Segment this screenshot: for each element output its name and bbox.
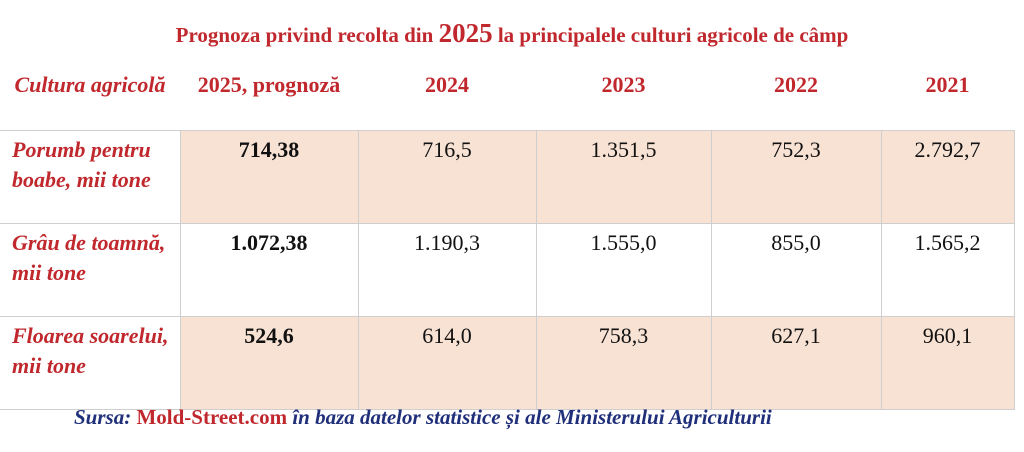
- value-cell: 1.555,0: [535, 223, 712, 317]
- title-text: Prognoza privind recolta din: [175, 23, 434, 47]
- header-cell: 2022: [774, 72, 818, 97]
- header-row: Cultura agricolă 2025, prognoză 2024 2023 20…: [0, 68, 1014, 131]
- value-cell: 1.072,38: [179, 223, 359, 317]
- source-text: în baza datelor statistice și ale Minist…: [292, 405, 772, 429]
- table-body: Porumb pentru boabe, mii tone 714,38 716,5…: [0, 130, 1015, 410]
- header-cell: 2025, prognoză: [197, 72, 341, 97]
- title: Prognoza privind recolta din 2025 la pri…: [0, 18, 1024, 49]
- header-cell: 2021: [925, 72, 970, 97]
- harvest-table: Cultura agricolă 2025, prognoză 2024 2023 20…: [0, 68, 1015, 410]
- table-row: Porumb pentru boabe, mii tone 714,38 716,5…: [0, 130, 1015, 224]
- source-label: Sursa:: [74, 405, 132, 429]
- value-cell: 1.190,3: [357, 223, 537, 317]
- value-cell: 752,3: [710, 130, 882, 224]
- value-cell: 855,0: [710, 223, 882, 317]
- value-cell: 524,6: [179, 316, 359, 410]
- value-cell: 716,5: [357, 130, 537, 224]
- header-cell: 2023: [601, 72, 646, 97]
- header-cell: 2024: [425, 72, 469, 97]
- table-row: Grâu de toamnă, mii tone 1.072,38 1.190,3 1…: [0, 223, 1015, 317]
- value-cell: 1.351,5: [535, 130, 712, 224]
- value-cell: 960,1: [880, 316, 1015, 410]
- title-text: la principalele culturi agricole de câmp: [497, 23, 849, 47]
- value-cell: 614,0: [357, 316, 537, 410]
- value-cell: 758,3: [535, 316, 712, 410]
- source: Sursa: Mold-Street.com în baza datelor s…: [74, 405, 772, 430]
- source-site: Mold-Street.com: [136, 405, 288, 429]
- crop-cell: Floarea soarelui, mii tone: [0, 316, 181, 410]
- value-cell: 1.565,2: [880, 223, 1015, 317]
- crop-cell: Porumb pentru boabe, mii tone: [0, 130, 181, 224]
- crop-cell: Grâu de toamnă, mii tone: [0, 223, 181, 317]
- value-cell: 2.792,7: [880, 130, 1015, 224]
- header-cell: Cultura agricolă: [14, 72, 166, 97]
- table-row: Floarea soarelui, mii tone 524,6 614,0 758,…: [0, 316, 1015, 410]
- value-cell: 627,1: [710, 316, 882, 410]
- title-year: 2025: [438, 18, 493, 48]
- value-cell: 714,38: [179, 130, 359, 224]
